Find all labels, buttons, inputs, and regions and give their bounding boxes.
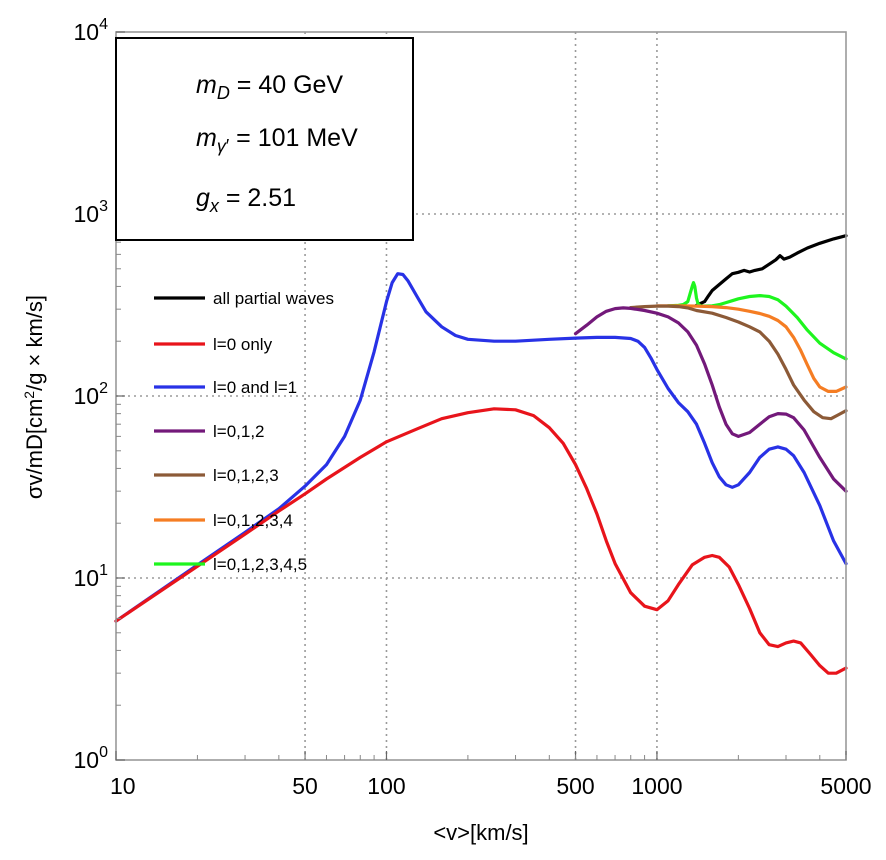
param-coupling: gx = 2.51 bbox=[196, 184, 296, 216]
legend-label: l=0 only bbox=[213, 335, 273, 354]
x-tick-label: 10 bbox=[110, 773, 136, 799]
parameter-box: mD = 40 GeV mγ′ = 101 MeV gx = 2.51 bbox=[115, 37, 414, 241]
legend: all partial waves l=0 only l=0 and l=1 l=0,… bbox=[154, 289, 334, 574]
y-axis-label: σv/mD[cm2/g × km/s] bbox=[21, 295, 47, 499]
y-tick-label: 103 bbox=[74, 198, 109, 227]
series-line bbox=[114, 407, 848, 675]
y-tick-label: 101 bbox=[74, 562, 109, 591]
tick-layer: 10 50 100 500 1000 5000 100 101 102 103 104 bbox=[74, 16, 872, 799]
x-tick-label: 50 bbox=[292, 773, 318, 799]
y-tick-label: 100 bbox=[74, 744, 109, 773]
legend-label: l=0,1,2 bbox=[213, 422, 265, 441]
legend-label: l=0,1,2,3,4 bbox=[213, 511, 293, 530]
param-mass-dm: mD = 40 GeV bbox=[196, 71, 343, 103]
x-tick-label: 5000 bbox=[820, 773, 871, 799]
series-line bbox=[573, 306, 848, 493]
series-line bbox=[629, 304, 848, 421]
y-tick-label: 104 bbox=[74, 16, 109, 45]
x-tick-label: 1000 bbox=[631, 773, 682, 799]
y-tick-label: 102 bbox=[74, 380, 109, 409]
series-line bbox=[666, 281, 848, 361]
x-tick-label: 500 bbox=[556, 773, 594, 799]
legend-label: all partial waves bbox=[213, 289, 334, 308]
series-line bbox=[114, 272, 848, 623]
legend-label: l=0,1,2,3,4,5 bbox=[213, 555, 307, 574]
param-mass-mediator: mγ′ = 101 MeV bbox=[196, 124, 358, 156]
legend-label: l=0,1,2,3 bbox=[213, 466, 279, 485]
x-tick-label: 100 bbox=[367, 773, 405, 799]
series-line bbox=[655, 304, 848, 393]
x-axis-label: <v>[km/s] bbox=[433, 820, 528, 845]
series-layer bbox=[114, 234, 848, 675]
series-line bbox=[694, 234, 848, 307]
legend-label: l=0 and l=1 bbox=[213, 378, 297, 397]
